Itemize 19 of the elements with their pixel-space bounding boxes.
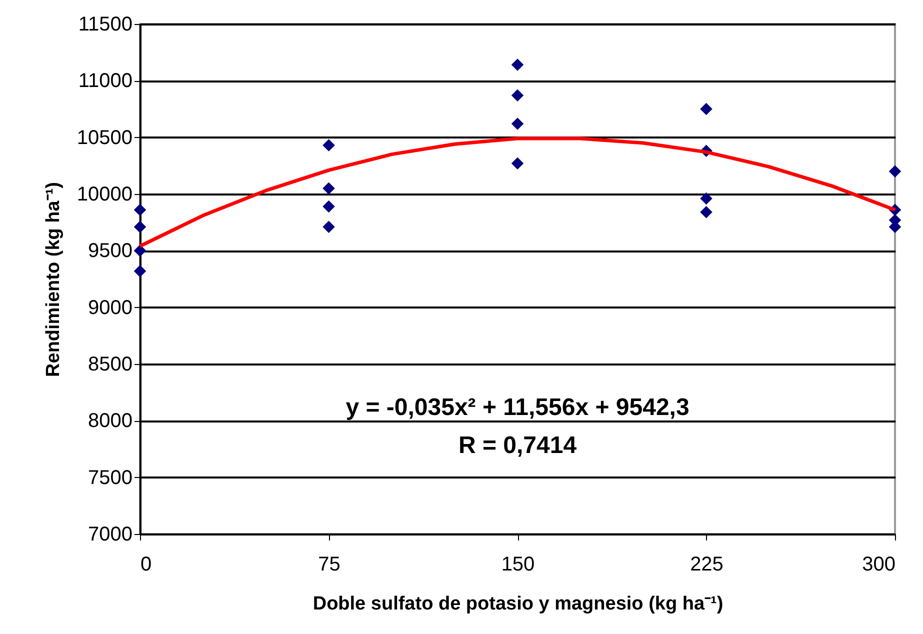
x-tick-label: 225 [690,554,724,576]
y-tick-label: 9000 [88,296,132,319]
y-tick-label: 9500 [88,240,132,262]
annotation: R = 0,7414 [458,432,578,459]
y-tick-label: 11500 [78,14,132,36]
y-tick-label: 10500 [76,126,132,149]
y-axis-title: Rendimiento (kg ha⁻¹) [42,182,64,377]
x-axis-title: Doble sulfato de potasio y magnesio (kg ha⁻¹) [312,594,724,614]
x-tick-label: 0 [140,554,152,576]
y-tick-label: 8000 [88,410,132,432]
y-tick-label: 8500 [88,354,132,376]
x-tick-label: 300 [862,554,896,576]
y-tick-label: 7000 [88,524,132,546]
y-tick-label: 11000 [78,70,132,92]
y-tick-label: 7500 [88,466,132,489]
x-tick-label: 150 [501,554,535,576]
x-tick-label: 75 [318,554,340,576]
y-tick-label: 10000 [76,184,132,206]
annotation: y = -0,035x² + 11,556x + 9542,3 [346,394,690,421]
